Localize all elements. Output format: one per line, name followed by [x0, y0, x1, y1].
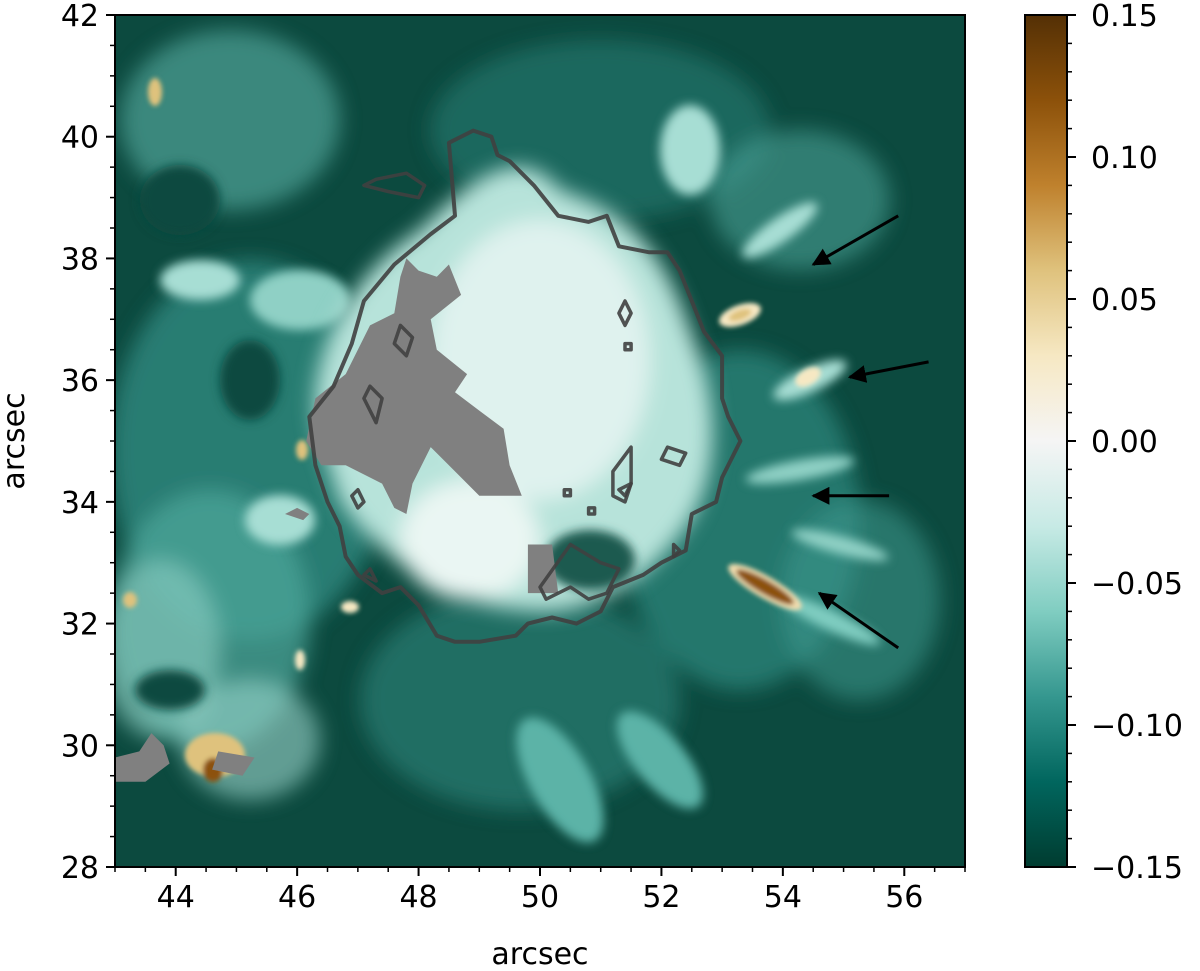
contour-line — [617, 481, 633, 498]
y-tick-label: 34 — [61, 486, 99, 521]
colorbar-tick-label: −0.10 — [1091, 709, 1183, 744]
annotation-arrows — [811, 214, 929, 650]
x-axis-label: arcsec — [491, 937, 588, 971]
colorbar-gradient — [1024, 14, 1068, 868]
masked-region — [212, 751, 255, 776]
contour-line — [562, 487, 573, 498]
contour-line — [623, 341, 633, 352]
y-axis: 28 30 32 34 36 38 40 42 — [61, 0, 115, 886]
contour-line — [671, 542, 682, 559]
y-tick-label: 36 — [61, 364, 99, 399]
contour-line — [586, 506, 597, 516]
positive-features — [123, 78, 821, 782]
heatmap-image — [115, 15, 965, 867]
colorbar-ticks: 0.15 0.10 0.05 0.00 −0.05 −0.10 −0.15 — [1067, 0, 1183, 886]
contour-line — [362, 171, 427, 200]
contour-line — [392, 323, 415, 358]
x-tick-label: 50 — [521, 880, 559, 915]
annotation-arrow — [817, 591, 900, 650]
colorbar-tick-label: 0.15 — [1091, 0, 1158, 34]
masked-regions — [115, 258, 559, 782]
masked-region — [285, 507, 310, 521]
colorbar-tick-label: −0.15 — [1091, 851, 1183, 886]
masked-region — [115, 733, 170, 782]
contour-line — [362, 384, 384, 425]
annotation-arrow — [811, 214, 899, 266]
x-tick-label: 52 — [642, 880, 680, 915]
contour-line — [538, 542, 621, 601]
y-tick-label: 32 — [61, 608, 99, 643]
masked-region — [306, 258, 522, 514]
dark-pockets — [135, 165, 635, 710]
y-tick-label: 38 — [61, 242, 99, 277]
contour-line — [362, 567, 378, 583]
masked-region — [527, 544, 559, 594]
colorbar-tick-label: −0.05 — [1091, 567, 1183, 602]
contour-line — [659, 445, 688, 468]
x-tick-label: 44 — [157, 880, 195, 915]
x-tick-label: 46 — [278, 880, 316, 915]
contour-line — [307, 128, 743, 644]
y-axis-label: arcsec — [0, 392, 32, 489]
x-tick-label: 48 — [399, 880, 437, 915]
x-tick-label: 56 — [885, 880, 923, 915]
y-tick-label: 40 — [61, 121, 99, 156]
x-tick-label: 54 — [764, 880, 802, 915]
annotation-arrow — [847, 360, 929, 383]
y-tick-label: 30 — [61, 729, 99, 764]
contour-line — [350, 487, 366, 510]
contour-line — [617, 299, 633, 328]
colorbar: 0.15 0.10 0.05 0.00 −0.05 −0.10 −0.15 — [1024, 0, 1183, 886]
bright-streaks — [160, 105, 889, 843]
contours — [307, 128, 743, 644]
colorbar-tick-label: 0.10 — [1091, 141, 1158, 176]
y-tick-label: 28 — [61, 851, 99, 886]
y-tick-label: 42 — [61, 0, 99, 34]
colorbar-tick-label: 0.05 — [1091, 283, 1158, 318]
colorbar-tick-label: 0.00 — [1091, 425, 1158, 460]
x-axis: 44 46 48 50 52 54 56 — [114, 867, 966, 915]
